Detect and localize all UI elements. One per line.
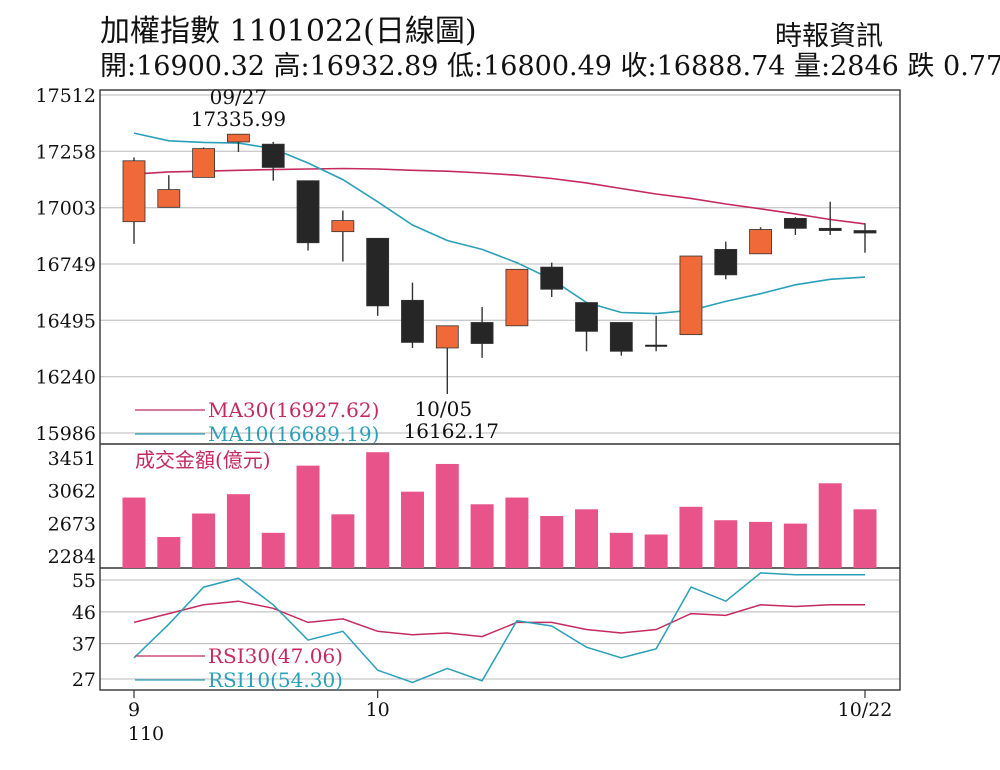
candle-body	[122, 160, 146, 223]
price-tick-label: 16495	[36, 310, 96, 332]
volume-bar	[366, 452, 390, 568]
price-tick-label: 17003	[36, 198, 96, 220]
volume-bar	[853, 509, 877, 568]
candle-body	[261, 143, 285, 168]
high-annotation-value: 17335.99	[191, 107, 286, 131]
volume-bar	[644, 534, 668, 568]
volume-tick-label: 3062	[48, 481, 96, 503]
candle-body	[505, 268, 529, 327]
ma10-line	[133, 132, 866, 315]
candle-body	[818, 227, 842, 231]
volume-bar	[749, 521, 773, 568]
volume-bar	[575, 509, 599, 568]
volume-tick-label: 3451	[48, 448, 96, 470]
volume-bar	[226, 494, 250, 568]
volume-bar	[505, 497, 529, 568]
price-tick-label: 17512	[36, 85, 96, 107]
price-tick-label: 17258	[36, 141, 96, 163]
price-tick-label: 15986	[36, 423, 96, 445]
high-annotation-date: 09/27	[210, 85, 268, 109]
ohlc-summary: 開:16900.32 高:16932.89 低:16800.49 收:16888…	[100, 51, 1000, 82]
candle-body	[227, 133, 250, 143]
ma30-legend-label: MA30(16927.62)	[208, 398, 379, 422]
candle-body	[714, 248, 738, 276]
low-annotation-value: 16162.17	[404, 419, 499, 443]
volume-bar	[157, 537, 181, 568]
x-tick-label: 10/22	[838, 699, 893, 721]
rsi-tick-label: 55	[72, 570, 96, 592]
volume-bar	[714, 520, 738, 568]
volume-bar	[296, 465, 320, 568]
candle-body	[470, 322, 494, 344]
volume-bar	[331, 514, 355, 568]
volume-tick-label: 2284	[48, 546, 96, 568]
volume-bar	[122, 497, 146, 568]
candle-body	[296, 180, 320, 244]
ma30-line	[133, 167, 866, 225]
candle-body	[679, 255, 703, 336]
candle-body	[540, 266, 564, 290]
ma10-legend-label: MA10(16689.19)	[208, 422, 379, 446]
volume-bar	[609, 532, 633, 568]
candle-body	[853, 230, 877, 234]
candle-body	[331, 220, 355, 233]
volume-panel-title: 成交金額(億元)	[135, 448, 271, 472]
rsi10-line	[133, 572, 865, 684]
candle-body	[749, 229, 772, 255]
rsi-tick-label: 37	[72, 634, 96, 656]
volume-bar	[400, 491, 424, 568]
volume-bar	[679, 506, 703, 568]
candle-body	[435, 325, 459, 349]
price-tick-label: 16749	[36, 254, 96, 276]
price-tick-label: 16240	[36, 367, 96, 389]
volume-bar	[818, 483, 842, 568]
candle-body	[192, 148, 216, 178]
candle-body	[783, 217, 807, 229]
volume-bar	[470, 504, 494, 568]
source-label: 時報資訊	[775, 21, 883, 52]
volume-bar	[192, 513, 216, 568]
x-tick-label: 10	[366, 699, 390, 721]
rsi-tick-label: 46	[72, 602, 96, 624]
candle-body	[575, 302, 598, 332]
x-tick-sublabel: 110	[128, 723, 164, 745]
volume-bar	[540, 516, 564, 568]
candle-body	[157, 189, 181, 208]
x-tick-label: 9	[128, 699, 140, 721]
low-annotation-date: 10/05	[414, 397, 472, 421]
rsi-tick-label: 27	[72, 669, 96, 691]
volume-tick-label: 2673	[48, 513, 96, 535]
rsi30-line	[133, 600, 865, 638]
plot-frame	[99, 89, 901, 691]
chart-title: 加權指數 1101022(日線圖)	[100, 14, 477, 49]
volume-bar	[783, 523, 807, 568]
candle-body	[366, 237, 390, 307]
candle-body	[609, 322, 633, 352]
volume-bar	[261, 532, 285, 568]
volume-bar	[435, 463, 459, 568]
rsi30-legend-label: RSI30(47.06)	[208, 644, 343, 668]
candle-body	[401, 299, 424, 343]
rsi10-legend-label: RSI10(54.30)	[208, 668, 343, 692]
